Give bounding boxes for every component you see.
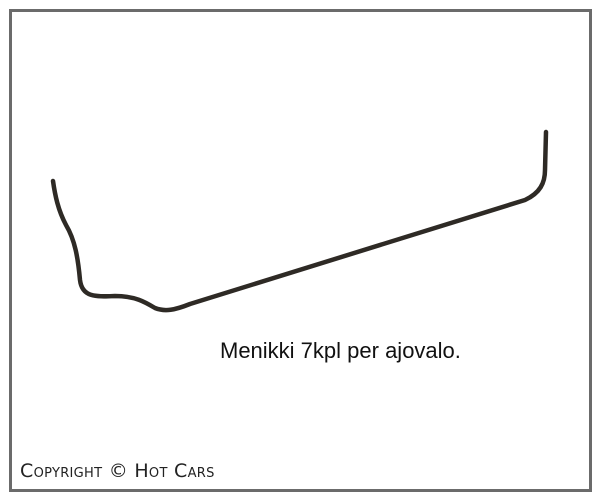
- wire-spring: [50, 129, 549, 313]
- image-frame: [9, 9, 592, 492]
- product-caption: Menikki 7kpl per ajovalo.: [220, 338, 461, 363]
- copyright-watermark: Copyright © Hot Cars: [20, 460, 215, 482]
